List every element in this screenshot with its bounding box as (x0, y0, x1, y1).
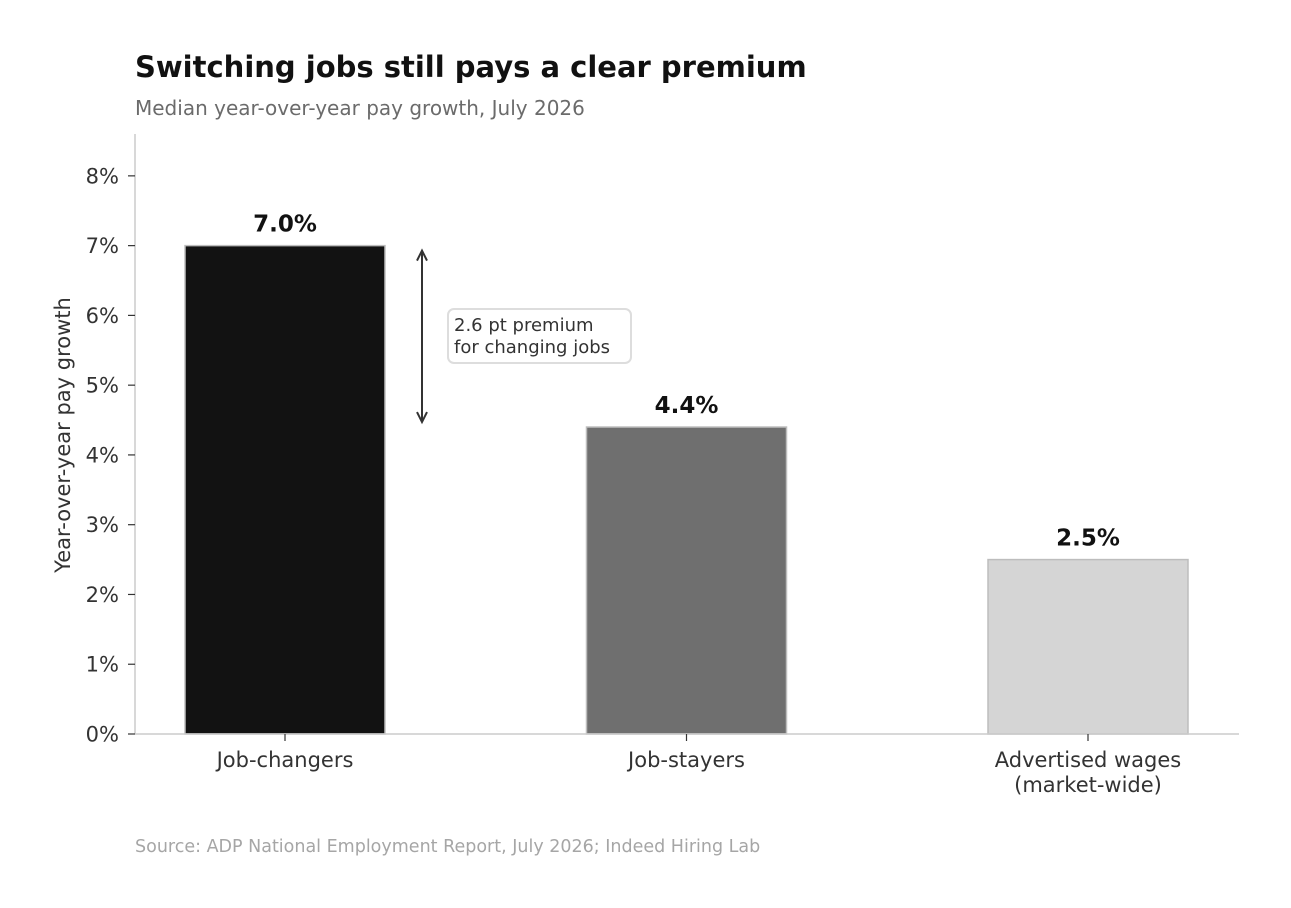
x-tick-label: Advertised wages (market-wide) (995, 748, 1181, 797)
arrow-head-down-icon (416, 411, 428, 425)
annotation-box (447, 308, 632, 364)
bar (184, 244, 386, 735)
y-tick-label: 2% (86, 583, 119, 607)
bar (585, 426, 788, 735)
y-tick-label: 1% (86, 653, 119, 677)
y-axis-label: Year-over-year pay growth (51, 297, 75, 574)
bar-value-label: 7.0% (253, 212, 317, 238)
x-tick-label: Job-stayers (626, 748, 745, 772)
chart-title: Switching jobs still pays a clear premiu… (135, 50, 807, 84)
chart-subtitle: Median year-over-year pay growth, July 2… (135, 96, 585, 120)
y-tick-label: 6% (86, 304, 119, 328)
x-tick-label: Job-changers (215, 748, 354, 772)
arrow-head-up-icon (416, 248, 428, 262)
bar-value-label: 2.5% (1056, 526, 1120, 552)
premium-annotation: 2.6 pt premium for changing jobs (416, 248, 632, 425)
y-tick-label: 8% (86, 164, 119, 188)
bar (987, 558, 1189, 735)
y-tick-label: 7% (86, 234, 119, 258)
bar-value-label: 4.4% (655, 393, 719, 419)
annotation-text: 2.6 pt premium for changing jobs (454, 315, 610, 358)
bars-group: 7.0% 4.4% 2.5% (184, 212, 1189, 735)
source-note: Source: ADP National Employment Report, … (135, 837, 760, 857)
y-tick-label: 0% (86, 723, 119, 747)
x-axis: Job-changers Job-stayers Advertised wages(… (135, 733, 1239, 797)
y-tick-label: 3% (86, 513, 119, 537)
y-tick-label: 4% (86, 443, 119, 467)
y-tick-label: 5% (86, 374, 119, 398)
y-axis: 0% 1% 2% 3% 4% 5% 6% 7% 8% (86, 134, 136, 747)
